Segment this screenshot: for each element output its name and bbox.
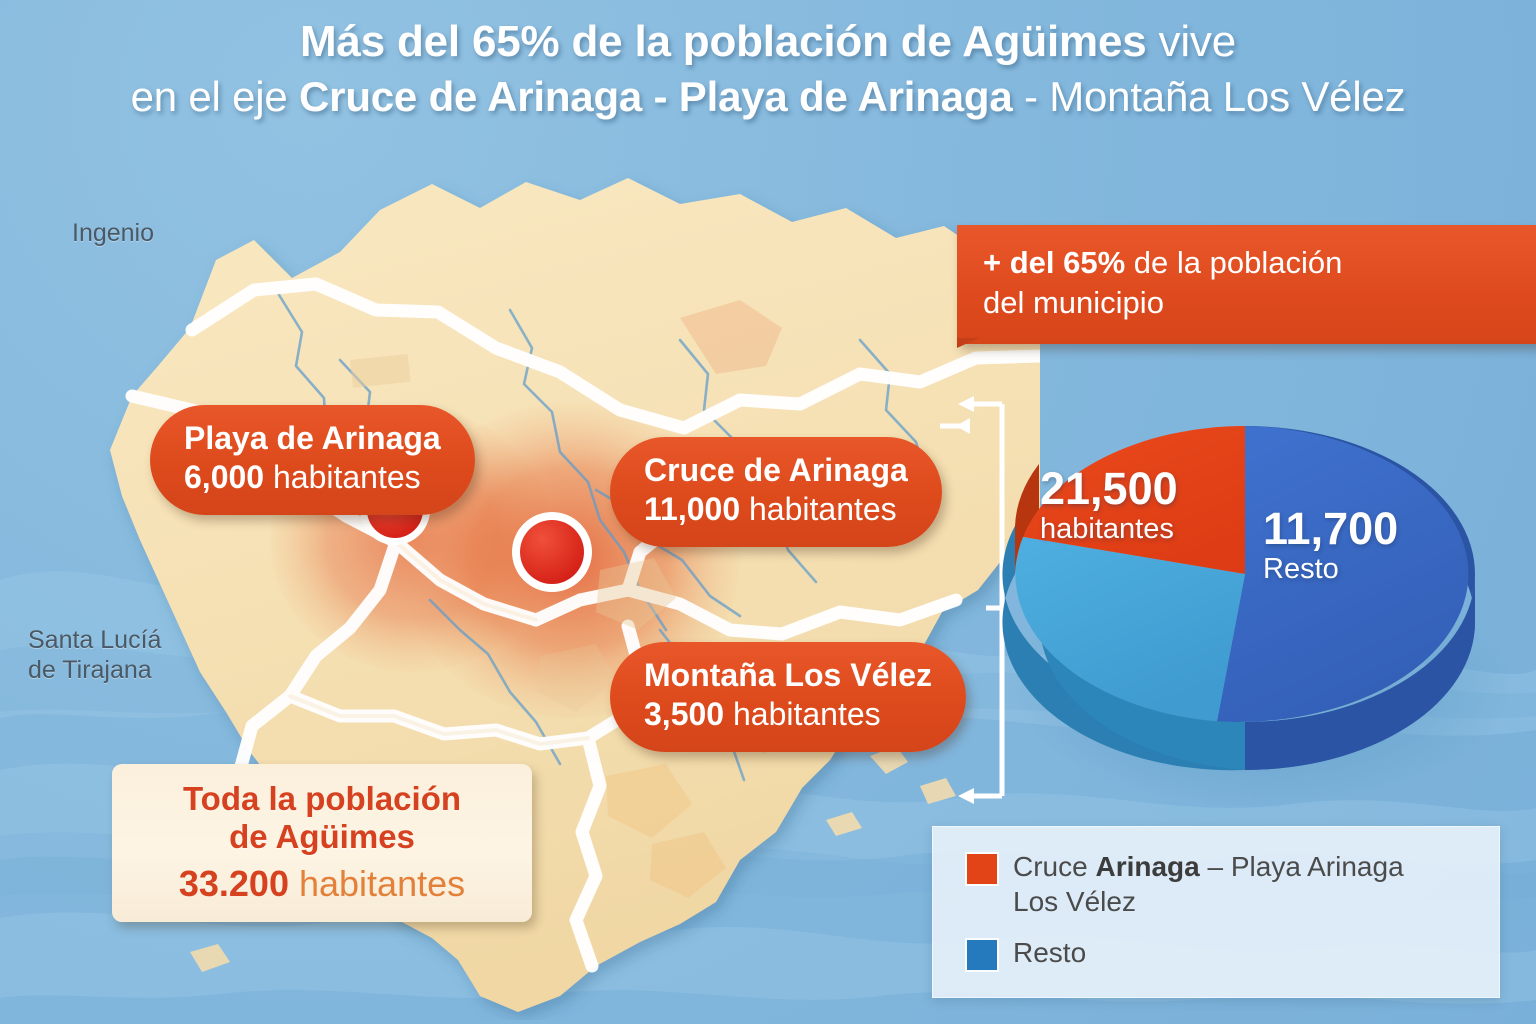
title-line-2-rest: - Montaña Los Vélez bbox=[1012, 72, 1406, 120]
callout-playa-name: Playa de Arinaga bbox=[184, 420, 441, 456]
callout-cruce-value-row: 11,000 habitantes bbox=[644, 490, 908, 529]
callout-montana-name: Montaña Los Vélez bbox=[644, 657, 933, 693]
total-population-box: Toda la población de Agüimes 33.200 habi… bbox=[112, 764, 532, 923]
chart-legend: Cruce Arinaga – Playa Arinaga Los Vélez … bbox=[932, 826, 1500, 998]
pie-label-resto: 11,700 Resto bbox=[1263, 505, 1398, 587]
title-line-1-rest: vive bbox=[1146, 17, 1237, 66]
total-population-title: Toda la población de Agüimes bbox=[126, 780, 518, 857]
title-line-2-bold: Cruce de Arinaga - Playa de Arinaga bbox=[299, 72, 1013, 120]
marker-cruce-de-arinaga bbox=[512, 512, 592, 592]
highlight-banner-line2: del municipio bbox=[983, 284, 1164, 320]
total-population-value-row: 33.200 habitantes bbox=[126, 863, 518, 905]
title-line-2-pre: en el eje bbox=[130, 72, 300, 120]
callout-montana-value: 3,500 bbox=[644, 696, 725, 733]
total-population-title-line1: Toda la población bbox=[182, 780, 462, 817]
callout-cruce-de-arinaga: Cruce de Arinaga 11,000 habitantes bbox=[610, 437, 942, 548]
pie-slice-cruce-arinaga bbox=[1023, 426, 1245, 574]
highlight-banner-rest: de la población bbox=[1125, 245, 1343, 280]
callout-cruce-unit: habitantes bbox=[749, 491, 897, 528]
map-label-santa-lucia: Santa Lucíá de Tirajana bbox=[28, 625, 161, 685]
callout-playa-value-row: 6,000 habitantes bbox=[184, 458, 441, 497]
legend-label-line2: Los Vélez bbox=[1013, 886, 1136, 917]
pie-label-cruce-unit: habitantes bbox=[1040, 513, 1174, 546]
legend-swatch-red bbox=[967, 854, 997, 884]
pie-depth-lblue bbox=[1041, 590, 1245, 770]
legend-label-cruce-arinaga: Cruce Arinaga – Playa Arinaga Los Vélez bbox=[1013, 849, 1404, 919]
callout-playa-unit: habitantes bbox=[272, 459, 421, 496]
pie-depth-right bbox=[1245, 574, 1475, 770]
legend-label-resto: Resto bbox=[1013, 937, 1087, 968]
map-label-ingenio: Ingenio bbox=[72, 219, 155, 247]
callout-cruce-value: 11,000 bbox=[644, 491, 741, 528]
legend-label-pre: Cruce bbox=[1013, 851, 1096, 882]
page-title: Más del 65% de la población de Agüimes v… bbox=[0, 16, 1536, 121]
legend-swatch-blue bbox=[967, 940, 997, 970]
callout-cruce-name: Cruce de Arinaga bbox=[644, 452, 908, 488]
total-population-value: 33.200 bbox=[178, 862, 289, 904]
highlight-banner-tail bbox=[957, 338, 979, 360]
title-line-1: Más del 65% de la población de Agüimes v… bbox=[0, 16, 1536, 68]
callout-montana-unit: habitantes bbox=[732, 696, 881, 733]
legend-item-cruce-arinaga: Cruce Arinaga – Playa Arinaga Los Vélez bbox=[967, 849, 1499, 919]
legend-label-post: – Playa Arinaga bbox=[1199, 851, 1404, 882]
title-line-2: en el eje Cruce de Arinaga - Playa de Ar… bbox=[0, 72, 1536, 122]
highlight-banner: + del 65% de la población del municipio bbox=[957, 225, 1536, 345]
road-casing bbox=[288, 540, 590, 747]
callout-playa-de-arinaga: Playa de Arinaga 6,000 habitantes bbox=[150, 405, 475, 516]
coastal-islets bbox=[190, 746, 956, 972]
population-pie-chart bbox=[995, 352, 1515, 822]
pie-label-cruce-arinaga: 21,500 habitantes bbox=[1040, 465, 1178, 547]
title-line-1-bold: Más del 65% de la población de Agüimes bbox=[299, 17, 1147, 66]
bracket-connector bbox=[940, 380, 1080, 820]
legend-item-resto: Resto bbox=[967, 935, 1499, 970]
map-label-santa-lucia-line1: Santa Lucíá bbox=[28, 626, 162, 654]
map-label-santa-lucia-line2: de Tirajana bbox=[28, 656, 152, 684]
legend-label-bold: Arinaga bbox=[1095, 851, 1200, 882]
pie-label-resto-unit: Resto bbox=[1263, 553, 1339, 586]
pie-slice-resto bbox=[1217, 426, 1469, 722]
highlight-banner-line1: + del 65% de la población bbox=[983, 243, 1535, 283]
pie-slice-light bbox=[1015, 536, 1245, 722]
callout-playa-value: 6,000 bbox=[184, 459, 265, 496]
callout-montana-los-velez: Montaña Los Vélez 3,500 habitantes bbox=[610, 642, 967, 753]
pie-label-cruce-value: 21,500 bbox=[1040, 463, 1178, 514]
callout-montana-value-row: 3,500 habitantes bbox=[644, 695, 932, 734]
pie-label-resto-value: 11,700 bbox=[1263, 503, 1399, 554]
total-population-title-line2: de Agüimes bbox=[229, 818, 415, 856]
total-population-unit: habitantes bbox=[298, 862, 466, 904]
highlight-banner-bold: + del 65% bbox=[983, 245, 1126, 280]
